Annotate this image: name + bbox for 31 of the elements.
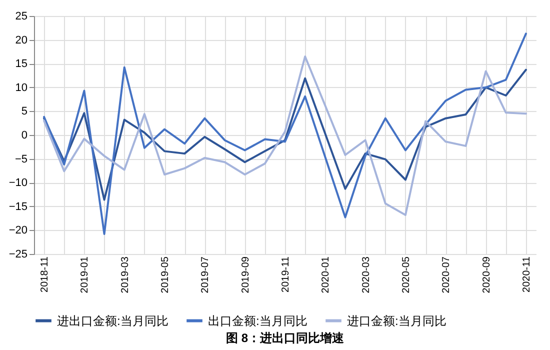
line-series — [43, 68, 527, 201]
x-tick-label: 2020-01 — [320, 256, 332, 294]
line-series — [43, 32, 527, 236]
x-tick-label: 2019-05 — [160, 256, 172, 294]
y-tick-label: 0 — [21, 130, 28, 142]
legend-label: 出口金额:当月同比 — [208, 314, 308, 328]
x-tick-label: 2018-11 — [40, 256, 51, 292]
text: 图 8：进出口同比增速 — [226, 331, 345, 345]
y-tick-label: 15 — [15, 58, 28, 70]
x-tick-label: 2019-11 — [280, 256, 292, 292]
x-tick-label: 2020-05 — [400, 256, 412, 294]
x-tick-label: 2020-09 — [481, 256, 492, 294]
x-tick-label: 2019-03 — [120, 256, 131, 294]
x-tick-label: 2020-07 — [441, 256, 452, 294]
y-tick-label: −25 — [8, 248, 28, 260]
legend-label: 进出口金额:当月同比 — [57, 314, 168, 328]
x-tick-label: 2020-03 — [360, 256, 372, 294]
legend-label: 进口金额:当月同比 — [347, 314, 446, 328]
y-tick-label: 20 — [15, 34, 28, 46]
x-tick-label: 2019-09 — [240, 256, 252, 294]
y-tick-label: 10 — [15, 82, 28, 94]
x-tick-label: 2020-11 — [521, 256, 532, 292]
x-tick-label: 2019-07 — [200, 256, 212, 294]
x-tick-label: 2019-01 — [80, 256, 91, 294]
y-tick-label: −15 — [8, 200, 28, 213]
line-series — [43, 55, 527, 216]
y-tick-label: −20 — [8, 224, 28, 237]
y-tick-label: 5 — [21, 106, 28, 118]
y-tick-label: 25 — [15, 10, 28, 22]
y-tick-label: −5 — [14, 153, 28, 166]
y-tick-label: −10 — [8, 177, 28, 190]
